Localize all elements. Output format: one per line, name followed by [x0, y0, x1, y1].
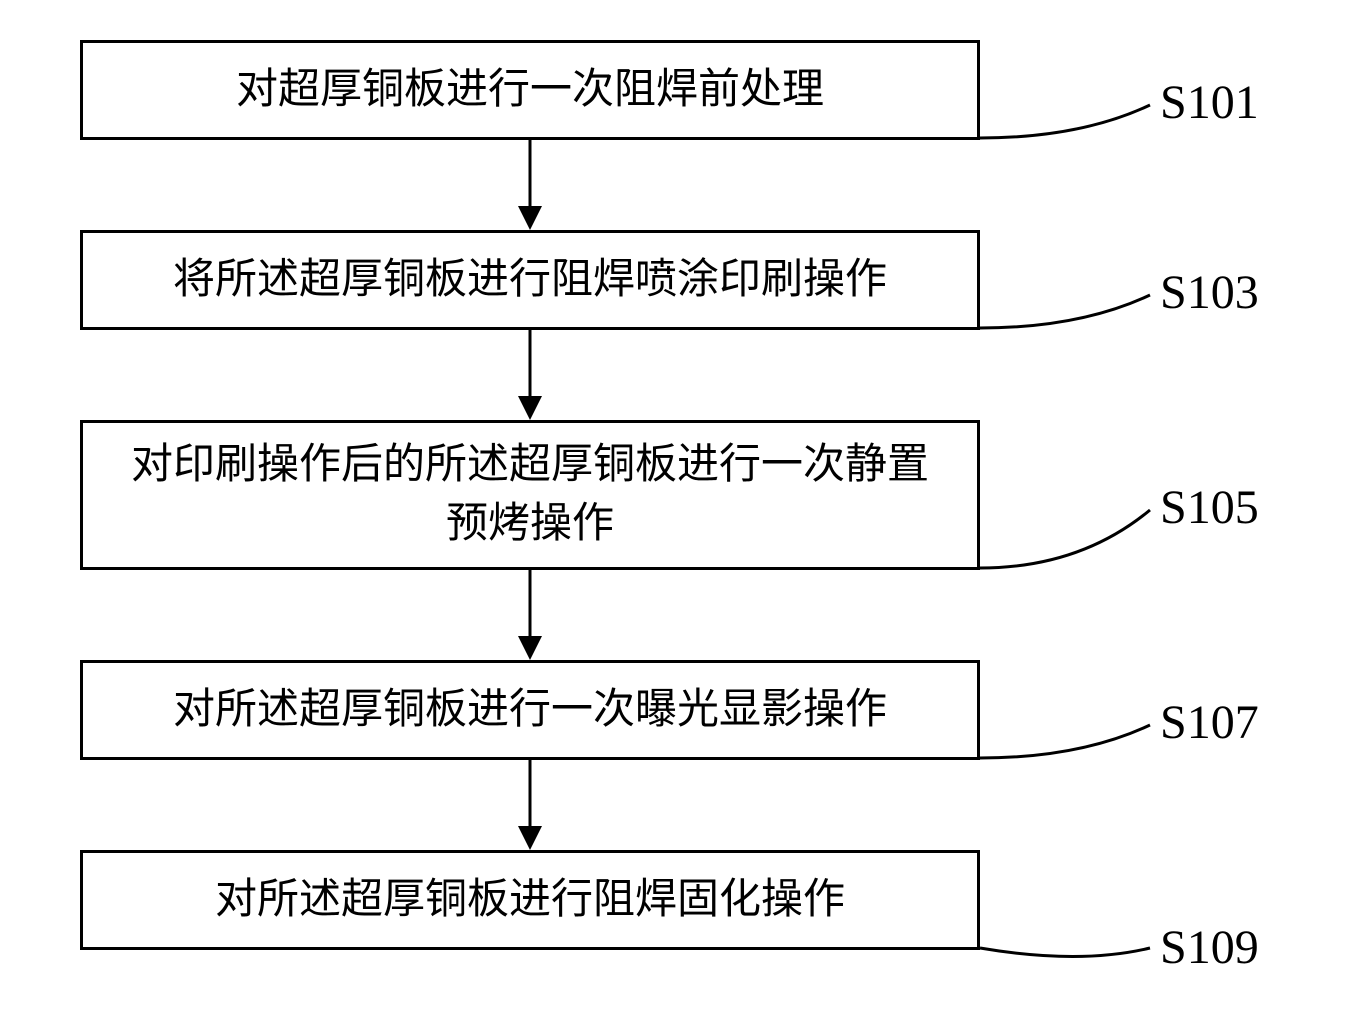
step-label: S109	[1160, 920, 1259, 975]
leader-line	[0, 0, 1345, 1019]
flowchart-canvas: 对超厚铜板进行一次阻焊前处理 S101 将所述超厚铜板进行阻焊喷涂印刷操作 S1…	[0, 0, 1345, 1019]
